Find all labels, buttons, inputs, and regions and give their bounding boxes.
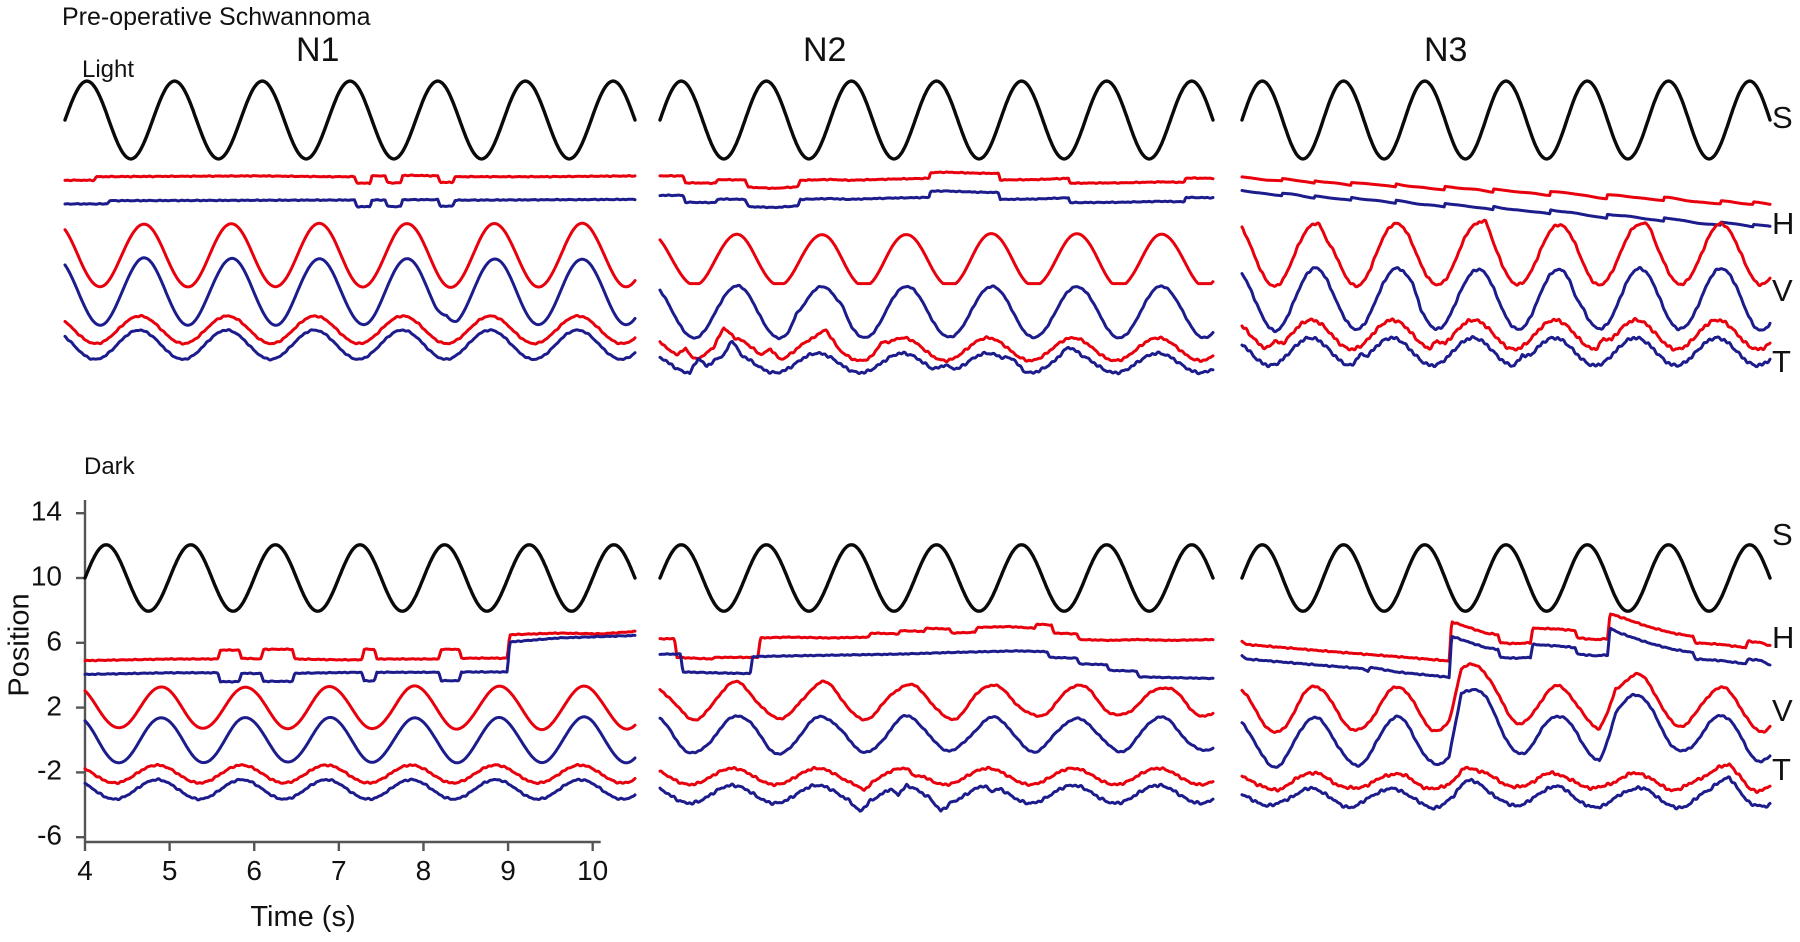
trace-light-n1-T-blue_trace (63, 328, 637, 362)
y-tick-label: 10 (30, 560, 62, 592)
trace-dark-n3-T-blue_trace (1240, 775, 1772, 811)
trace-dark-n3-V-blue_trace (1240, 688, 1772, 769)
trace-light-n1-S-stimulus (63, 79, 637, 161)
trace-light-n2-H-blue_trace (658, 189, 1215, 210)
trace-dark-n3-H-red_trace (1240, 612, 1772, 663)
trace-dark-n1-V-blue_trace (83, 715, 637, 765)
trace-panel-dark-n3 (1240, 543, 1772, 811)
trace-dark-n2-V-blue_trace (658, 714, 1215, 756)
trace-light-n2-T-red_trace (658, 326, 1215, 364)
trace-light-n2-S-stimulus (658, 79, 1215, 161)
trace-dark-n1-T-blue_trace (83, 777, 637, 802)
column-header-n2: N2 (803, 31, 847, 69)
trace-dark-n1-T-red_trace (83, 763, 637, 786)
trace-dark-n3-V-red_trace (1240, 662, 1772, 734)
x-tick-label: 6 (246, 855, 263, 886)
column-header-n3: N3 (1424, 31, 1468, 69)
trace-light-n3-T-red_trace (1240, 316, 1772, 352)
trace-dark-n3-H-blue_trace (1240, 626, 1772, 680)
trace-light-n3-V-blue_trace (1240, 265, 1772, 334)
trace-dark-n3-T-red_trace (1240, 762, 1772, 794)
trace-dark-n1-H-blue_trace (83, 633, 637, 684)
trace-label-light-vertical: V (1772, 273, 1793, 308)
trace-dark-n2-T-red_trace (658, 765, 1215, 792)
column-header-n1: N1 (296, 31, 340, 69)
x-tick-label: 10 (577, 855, 609, 886)
trace-label-light-horizontal: H (1772, 206, 1795, 241)
x-tick-label: 7 (331, 855, 347, 886)
y-tick-label: 14 (30, 495, 62, 527)
trace-dark-n3-S-stimulus (1240, 543, 1772, 613)
condition-label-light: Light (82, 56, 135, 83)
trace-panel-light-n1 (63, 79, 637, 362)
y-tick-label: -6 (37, 819, 62, 851)
trace-dark-n1-H-red_trace (83, 629, 637, 663)
trace-panel-light-n3 (1240, 79, 1772, 369)
trace-panel-dark-n2 (658, 543, 1215, 813)
trace-light-n2-V-red_trace (658, 232, 1215, 286)
x-tick-label: 4 (77, 855, 93, 886)
figure-title: Pre-operative Schwannoma (62, 3, 371, 31)
trace-dark-n2-V-red_trace (658, 679, 1215, 722)
trace-label-dark-horizontal: H (1772, 620, 1795, 655)
x-axis-title: Time (s) (250, 901, 356, 933)
trace-label-dark-vertical: V (1772, 693, 1793, 728)
trace-label-light-stimulus: S (1772, 100, 1793, 135)
y-tick-label: 6 (46, 625, 62, 657)
trace-dark-n1-S-stimulus (83, 543, 637, 613)
trace-light-n1-V-red_trace (63, 221, 637, 289)
trace-light-n3-T-blue_trace (1240, 335, 1772, 369)
x-tick-label: 9 (500, 855, 516, 886)
condition-label-dark: Dark (84, 453, 135, 480)
trace-light-n3-V-red_trace (1240, 218, 1772, 289)
trace-light-n2-V-blue_trace (658, 283, 1215, 341)
y-tick-label: 2 (46, 689, 62, 721)
y-tick-label: -2 (37, 754, 62, 786)
trace-dark-n2-H-blue_trace (658, 649, 1215, 681)
trace-light-n1-H-blue_trace (63, 197, 637, 209)
trace-light-n3-S-stimulus (1240, 79, 1772, 161)
trace-label-dark-torsional: T (1772, 752, 1791, 787)
trace-label-dark-stimulus: S (1772, 517, 1793, 552)
trace-light-n3-H-red_trace (1240, 175, 1772, 206)
trace-light-n2-H-red_trace (658, 170, 1215, 191)
trace-panel-dark-n1 (76, 500, 637, 851)
trace-dark-n1-V-red_trace (83, 684, 637, 732)
trace-light-n2-T-blue_trace (658, 339, 1215, 376)
trace-panel-light-n2 (658, 79, 1215, 376)
trace-light-n3-H-blue_trace (1240, 189, 1772, 229)
trace-light-n1-V-blue_trace (63, 256, 637, 327)
x-tick-label: 5 (161, 855, 178, 886)
trace-light-n1-T-red_trace (63, 313, 637, 346)
trace-label-light-torsional: T (1772, 344, 1791, 379)
trace-light-n1-H-red_trace (63, 173, 637, 186)
axes (76, 500, 601, 851)
x-tick-label: 8 (415, 855, 432, 886)
trace-dark-n2-S-stimulus (658, 543, 1215, 613)
trace-dark-n2-T-blue_trace (658, 782, 1215, 813)
